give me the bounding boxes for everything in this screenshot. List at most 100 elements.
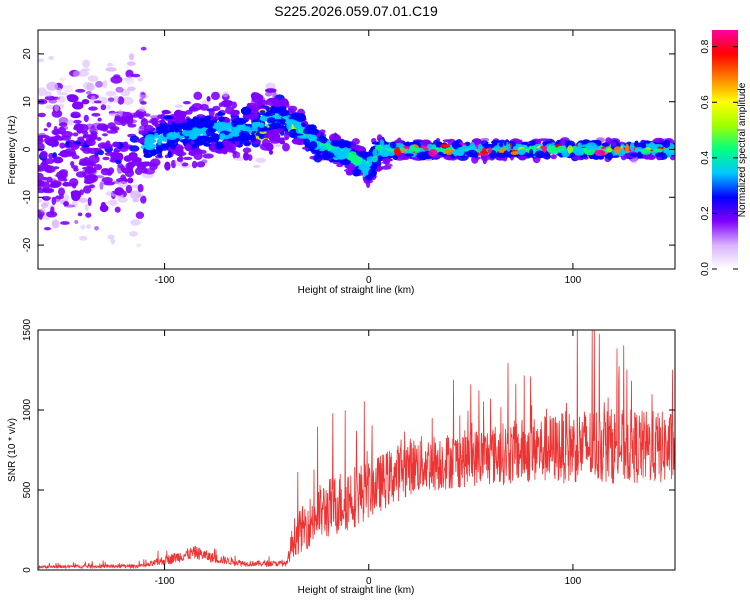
spectrogram-cell [190, 140, 195, 145]
spectrogram-cell [50, 206, 55, 216]
snr-y-tick-label: 500 [22, 481, 33, 498]
spectrogram-cell [482, 156, 487, 165]
spectrogram-cell [542, 141, 547, 146]
spectrogram-cell [138, 94, 149, 99]
spectrogram-cell [42, 176, 48, 181]
spectrogram-cell [487, 147, 493, 154]
spectrogram-cell [537, 138, 550, 142]
spectrogram-cell [549, 147, 561, 153]
spectrogram-cell [130, 73, 141, 78]
spectrogram-cell [251, 92, 257, 101]
spectrogram-cell [534, 150, 545, 159]
spectrogram-cell [40, 207, 46, 213]
spectrogram-cell [138, 106, 146, 113]
spectrogram-cell [38, 112, 46, 118]
spectrogram-cell [38, 198, 43, 203]
spectrogram-cell [137, 184, 144, 193]
spectrogram-cell [59, 142, 66, 149]
spectrogram-cell [82, 59, 91, 68]
spectrogram-cell [444, 149, 454, 156]
spectrogram-cell [268, 135, 280, 142]
spectrogram-cell [387, 148, 395, 152]
spectrogram-x-tick-label: 0 [366, 275, 372, 286]
spectrogram-cell [46, 271, 56, 276]
spectrogram-cell [218, 116, 225, 122]
spectrogram-cell [379, 149, 390, 158]
spectrogram-cell [112, 95, 119, 104]
spectrogram-cell [162, 115, 174, 120]
spectrogram-cell [164, 161, 171, 171]
spectrogram-cell [194, 119, 206, 129]
spectrogram-cell [53, 135, 62, 141]
spectrogram-cell [544, 150, 550, 158]
spectrogram-cell [263, 134, 272, 139]
spectrogram-cell [409, 144, 416, 153]
spectrogram-cell [122, 96, 134, 105]
spectrogram-cell [216, 112, 226, 116]
spectrogram-cell [625, 143, 630, 153]
spectrogram-cell [225, 106, 235, 115]
spectrogram-cell [74, 220, 79, 224]
spectrogram-y-label: Frequency (Hz) [7, 116, 18, 185]
spectrogram-cell [606, 147, 612, 153]
spectrogram-cell [105, 191, 114, 196]
spectrogram-cell [181, 162, 189, 167]
spectrogram-cell [114, 187, 124, 196]
spectrogram-cell [278, 113, 289, 117]
spectrogram-cell [518, 154, 527, 161]
spectrogram-cell [319, 142, 325, 147]
spectrogram-cell [70, 190, 82, 196]
snr-x-ticks: -100 0 100 [155, 330, 582, 587]
spectrogram-cell [231, 101, 237, 109]
spectrogram-cell [284, 131, 290, 140]
spectrogram-cell [243, 140, 252, 147]
spectrogram-cell [606, 151, 613, 161]
spectrogram-cell [117, 96, 125, 105]
spectrogram-cell [60, 221, 70, 225]
spectrogram-cell [193, 91, 203, 101]
spectrogram-cell [426, 143, 434, 149]
spectrogram-cell [182, 156, 193, 161]
spectrogram-cell [57, 175, 66, 182]
spectrogram-cell [102, 156, 110, 161]
spectrogram-cell [75, 88, 86, 93]
spectrogram-cell [288, 129, 297, 138]
spectrogram-cell [285, 114, 291, 123]
spectrogram-cell [233, 109, 240, 115]
spectrogram-y-ticks: -20 -10 0 10 20 [22, 48, 675, 252]
spectrogram-cell [345, 144, 351, 149]
colorbar-tick-label: 0.8 [700, 39, 711, 53]
spectrogram-y-tick-label: 0 [22, 146, 33, 152]
spectrogram-cell [498, 142, 504, 148]
spectrogram-cell [64, 194, 70, 201]
spectrogram-cell [146, 146, 152, 151]
spectrogram-cell [88, 184, 96, 189]
spectrogram-cell [559, 139, 566, 146]
spectrogram-cell [351, 138, 360, 145]
spectrogram-cell [35, 270, 42, 277]
spectrogram-cell [149, 149, 158, 156]
spectrogram-cell [59, 150, 70, 158]
spectrogram-cell [252, 164, 261, 168]
spectrogram-cell [569, 152, 576, 158]
colorbar-label: Normalized spectral amplitude [737, 82, 748, 217]
spectrogram-cell [573, 146, 584, 156]
spectrogram-cell [112, 141, 120, 148]
spectrogram-cell [103, 181, 115, 186]
spectrogram-cell [404, 142, 413, 147]
spectrogram-cell [67, 94, 79, 103]
spectrogram-cell [336, 153, 347, 160]
spectrogram-cell [81, 99, 90, 105]
snr-y-ticks: 0 500 1000 1500 [22, 318, 675, 573]
spectrogram-cell [309, 141, 318, 150]
spectrogram-cell [329, 133, 341, 142]
spectrogram-cell [61, 131, 74, 138]
snr-x-tick-label: 100 [565, 576, 582, 587]
spectrogram-cell [611, 141, 617, 147]
spectrogram-cell [140, 118, 149, 128]
spectrogram-cell [140, 161, 152, 166]
spectrogram-cell [110, 75, 123, 84]
spectrogram-cell [138, 130, 148, 136]
spectrogram-cell [121, 111, 133, 119]
